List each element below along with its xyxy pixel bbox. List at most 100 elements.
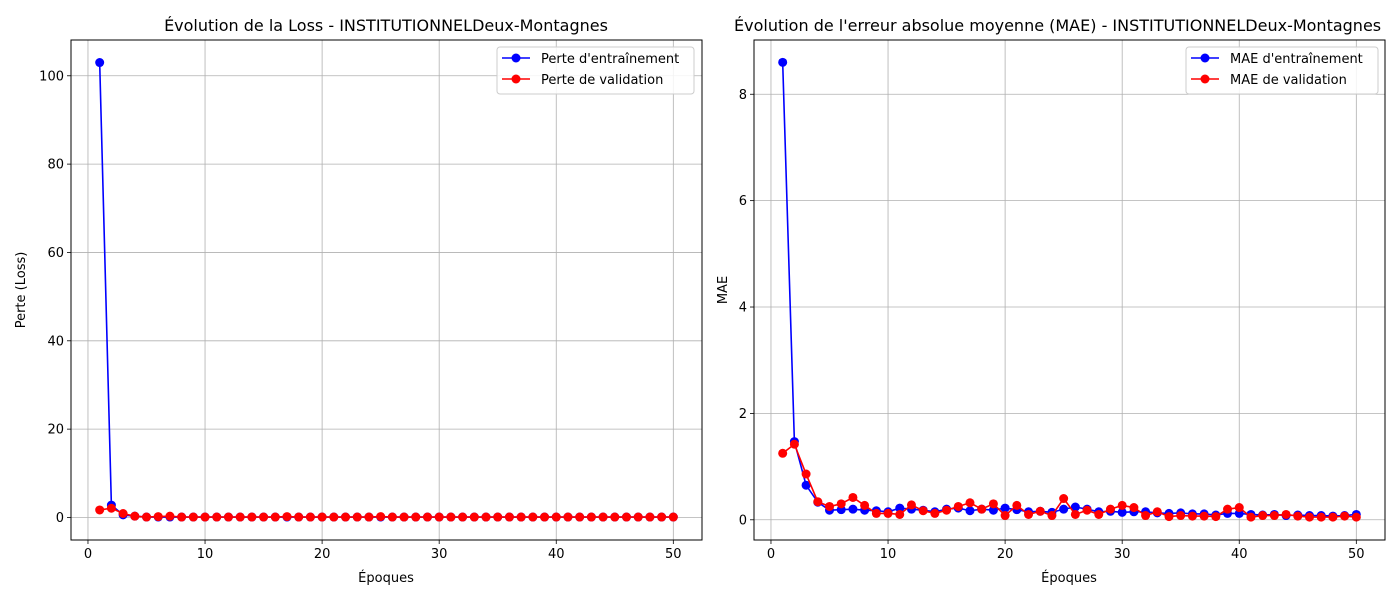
- mae-point-validation: [1012, 500, 1022, 510]
- loss-point-validation: [469, 512, 479, 522]
- loss-chart-y-axis-label: Perte (Loss): [14, 252, 29, 329]
- mae-chart-legend-box: [1185, 46, 1379, 95]
- loss-point-validation: [223, 512, 233, 522]
- legend-marker-training-mae: [1200, 53, 1210, 63]
- loss-point-validation: [446, 512, 456, 522]
- loss-x-tick-label: 20: [314, 547, 331, 562]
- mae-point-training: [965, 506, 975, 516]
- loss-point-validation: [551, 512, 561, 522]
- mae-point-validation: [906, 500, 916, 510]
- mae-point-validation: [860, 500, 870, 510]
- loss-x-tick-label: 50: [665, 547, 682, 562]
- loss-point-validation: [188, 512, 198, 522]
- loss-x-tick-label: 0: [84, 547, 92, 562]
- loss-x-tick-label: 10: [197, 547, 214, 562]
- mae-point-validation: [1211, 512, 1221, 522]
- mae-point-validation: [1035, 506, 1045, 516]
- mae-point-validation: [1316, 512, 1326, 522]
- loss-point-validation: [247, 512, 257, 522]
- loss-point-validation: [364, 512, 374, 522]
- mae-point-validation: [1117, 500, 1127, 510]
- loss-chart: Évolution de la Loss - INSTITUTIONNELDeu…: [14, 16, 703, 586]
- loss-y-tick-label: 0: [56, 511, 64, 526]
- mae-point-validation: [1340, 511, 1350, 521]
- mae-point-validation: [988, 499, 998, 509]
- mae-point-training: [1117, 507, 1127, 517]
- mae-point-validation: [1070, 509, 1080, 519]
- mae-y-tick-label: 4: [739, 301, 747, 316]
- mae-point-validation: [1094, 509, 1104, 519]
- mae-point-validation: [1223, 504, 1233, 514]
- loss-point-validation: [481, 512, 491, 522]
- mae-point-validation: [1105, 504, 1115, 514]
- mae-point-validation: [836, 499, 846, 509]
- loss-point-validation: [621, 512, 631, 522]
- mae-point-validation: [813, 497, 823, 507]
- mae-point-validation: [1059, 494, 1069, 504]
- legend-label-training-mae: MAE d'entraînement: [1230, 52, 1363, 67]
- loss-point-validation: [106, 503, 116, 513]
- loss-chart-title: Évolution de la Loss - INSTITUTIONNELDeu…: [164, 16, 608, 35]
- mae-point-validation: [1269, 511, 1279, 521]
- loss-y-tick-label: 60: [47, 246, 64, 261]
- loss-point-validation: [387, 512, 397, 522]
- mae-y-tick-label: 8: [739, 88, 747, 103]
- mae-point-validation: [1304, 512, 1314, 522]
- loss-point-validation: [317, 512, 327, 522]
- mae-point-training: [778, 57, 788, 67]
- loss-point-validation: [95, 505, 105, 515]
- mae-x-tick-label: 50: [1348, 547, 1365, 562]
- mae-chart-ticks: 0 10 20 30 40 50 0 2 4 6 8: [739, 88, 1365, 562]
- loss-point-validation: [411, 512, 421, 522]
- mae-chart-y-axis-label: MAE: [716, 276, 731, 304]
- mae-point-validation: [801, 469, 811, 479]
- loss-point-validation: [130, 511, 140, 521]
- mae-point-validation: [1258, 511, 1268, 521]
- mae-chart: Évolution de l'erreur absolue moyenne (M…: [716, 16, 1386, 586]
- mae-chart-legend: MAE d'entraînement MAE de validation: [1185, 46, 1379, 95]
- loss-point-validation: [610, 512, 620, 522]
- mae-point-validation: [1152, 507, 1162, 517]
- loss-chart-series: [95, 58, 678, 522]
- mae-point-validation: [825, 501, 835, 511]
- loss-point-validation: [212, 512, 222, 522]
- loss-point-validation: [294, 512, 304, 522]
- mae-y-tick-label: 6: [739, 194, 747, 209]
- legend-marker-training-loss: [511, 53, 521, 63]
- loss-point-validation: [493, 512, 503, 522]
- loss-point-validation: [575, 512, 585, 522]
- loss-point-validation: [235, 512, 245, 522]
- mae-x-tick-label: 20: [997, 547, 1014, 562]
- mae-point-validation: [1328, 512, 1338, 522]
- mae-point-training: [801, 480, 811, 490]
- mae-x-tick-label: 0: [767, 547, 775, 562]
- mae-point-validation: [1082, 505, 1092, 515]
- mae-point-validation: [942, 505, 952, 515]
- loss-point-validation: [586, 512, 596, 522]
- loss-chart-legend-box: [496, 46, 695, 95]
- mae-x-tick-label: 40: [1231, 547, 1248, 562]
- mae-point-validation: [1187, 511, 1197, 521]
- loss-point-validation: [282, 512, 292, 522]
- mae-point-validation: [1024, 509, 1034, 519]
- mae-point-validation: [930, 508, 940, 518]
- loss-point-validation: [341, 512, 351, 522]
- mae-point-validation: [895, 509, 905, 519]
- legend-marker-validation-mae: [1200, 74, 1210, 84]
- loss-point-validation: [540, 512, 550, 522]
- loss-point-validation: [177, 512, 187, 522]
- loss-point-validation: [153, 512, 163, 522]
- loss-chart-ticks: 0 10 20 30 40 50 0 20 40 60 80 100: [39, 69, 681, 562]
- loss-chart-plot-frame: [70, 39, 703, 541]
- loss-point-validation: [376, 512, 386, 522]
- mae-chart-x-axis-label: Époques: [1041, 570, 1097, 586]
- mae-point-training: [1070, 502, 1080, 512]
- loss-chart-legend: Perte d'entraînement Perte de validation: [496, 46, 695, 95]
- loss-point-validation: [259, 512, 269, 522]
- mae-point-validation: [953, 501, 963, 511]
- loss-point-validation: [329, 512, 339, 522]
- loss-point-validation: [142, 512, 152, 522]
- mae-x-tick-label: 30: [1114, 547, 1131, 562]
- loss-y-tick-label: 40: [47, 334, 64, 349]
